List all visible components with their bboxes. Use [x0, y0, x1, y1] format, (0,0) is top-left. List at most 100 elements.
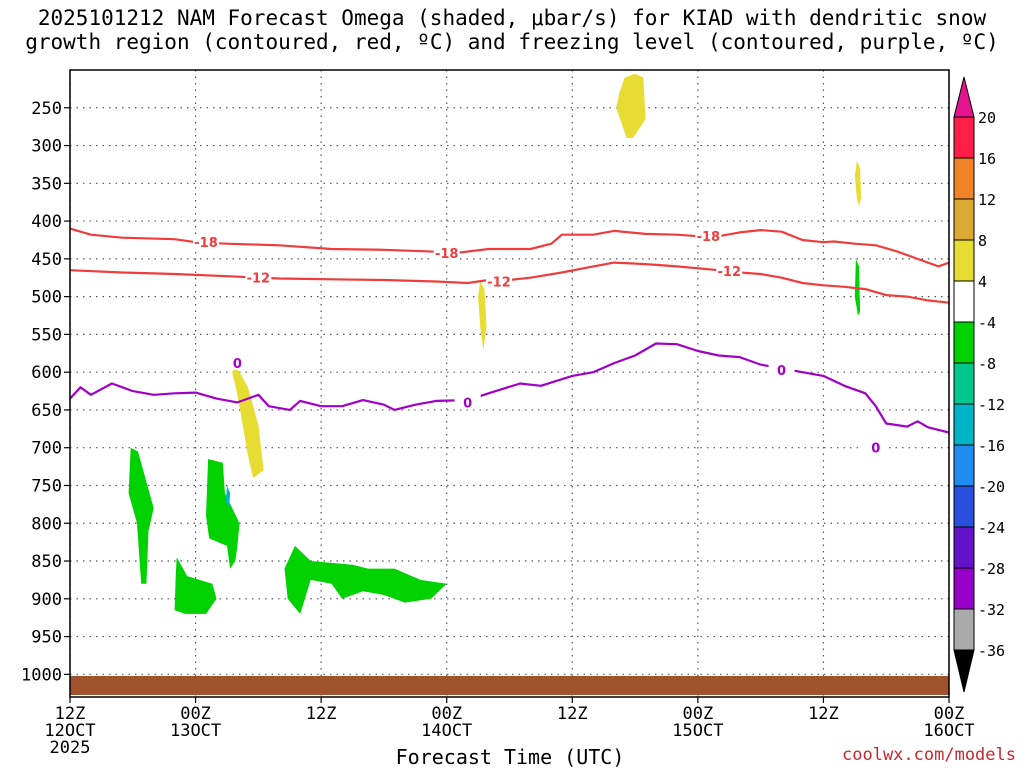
omega-shaded-regions [128, 73, 862, 614]
contour-label-0-0: -18 [194, 236, 218, 251]
chart-title-line2: growth region (contoured, red, ºC) and f… [25, 30, 999, 54]
colorbar-swatch-12 [953, 608, 975, 651]
colorbar: 20 16 12 8 4 -4 -8 -12 -16 -20 -24 -28 -32 -36 [953, 76, 1005, 693]
colorbar-label-1: 16 [978, 150, 996, 168]
colorbar-top-arrow [953, 76, 975, 118]
y-tick-label-950: 950 [31, 628, 62, 648]
colorbar-swatch-1 [953, 157, 975, 200]
contour-label-1-0: -12 [247, 272, 271, 287]
y-tick-label-550: 550 [31, 325, 62, 345]
y-axis-ticks: 250 300 350 400 450 500 550 600 650 700 750 800 850 9… [21, 99, 70, 685]
contour-lines: -18 -18 -18 -12 -12 -12 0 0 0 0 [69, 227, 950, 457]
colorbar-swatch-3 [953, 239, 975, 282]
colorbar-swatch-11 [953, 567, 975, 610]
contour-label-1-2: -12 [718, 265, 742, 280]
contour-label-bg-0-2 [695, 228, 722, 244]
y-tick-label-500: 500 [31, 288, 62, 308]
omega-region-6 [206, 459, 240, 569]
colorbar-swatch-6 [953, 362, 975, 405]
y-tick-label-400: 400 [31, 212, 62, 232]
colorbar-label-5: -4 [978, 314, 996, 332]
colorbar-label-13: -36 [978, 642, 1005, 660]
y-tick-label-850: 850 [31, 552, 62, 572]
colorbar-bottom-arrow [953, 649, 975, 693]
contour-label-2-0: 0 [233, 357, 242, 372]
x-tick-label-0-2: 12OCT [44, 721, 95, 741]
colorbar-label-4: 4 [978, 273, 987, 291]
colorbar-label-3: 8 [978, 232, 987, 250]
omega-region-1 [854, 160, 862, 206]
contour-label-0-1: -18 [435, 247, 459, 262]
contour-label-1-1: -12 [487, 276, 511, 291]
contour-label-bg-0-0 [193, 234, 220, 250]
y-tick-label-600: 600 [31, 363, 62, 383]
contour-label-bg-1-0 [245, 269, 272, 285]
x-tick-label-6-1: 12Z [808, 704, 839, 724]
contour-label-2-1: 0 [463, 396, 472, 411]
colorbar-label-7: -12 [978, 396, 1005, 414]
omega-region-5 [174, 557, 217, 614]
contour-line-0 [69, 227, 950, 268]
colorbar-swatch-2 [953, 198, 975, 241]
contour-label-0-2: -18 [697, 230, 721, 245]
y-tick-label-300: 300 [31, 137, 62, 157]
colorbar-label-2: 12 [978, 191, 996, 209]
contour-label-2-3: 0 [871, 442, 880, 457]
colorbar-swatch-5 [953, 321, 975, 364]
x-tick-label-0-1: 12Z [55, 704, 86, 724]
contour-label-bg-2-1 [454, 394, 481, 410]
x-tick-label-0-3: 2025 [50, 738, 91, 758]
colorbar-label-6: -8 [978, 355, 996, 373]
omega-region-9 [225, 485, 231, 509]
y-tick-label-650: 650 [31, 401, 62, 421]
colorbar-label-12: -32 [978, 601, 1005, 619]
surface-layer [70, 676, 949, 695]
contour-label-bg-1-2 [716, 262, 743, 278]
colorbar-label-8: -16 [978, 437, 1005, 455]
x-tick-label-3-1: 00Z [431, 704, 462, 724]
contour-label-bg-1-1 [486, 273, 513, 289]
contour-label-bg-0-1 [433, 244, 460, 260]
x-tick-label-7-2: 16OCT [923, 721, 974, 741]
colorbar-swatch-4 [953, 280, 975, 323]
y-tick-label-700: 700 [31, 439, 62, 459]
colorbar-swatch-0 [953, 116, 975, 159]
y-tick-label-350: 350 [31, 174, 62, 194]
plot-frame [69, 69, 950, 698]
colorbar-swatch-8 [953, 444, 975, 487]
y-tick-label-900: 900 [31, 590, 62, 610]
x-tick-label-5-2: 15OCT [672, 721, 723, 741]
x-tick-label-2-1: 12Z [306, 704, 337, 724]
contour-label-2-2: 0 [777, 364, 786, 379]
plot-area-background [70, 70, 949, 697]
colorbar-label-11: -28 [978, 560, 1005, 578]
y-tick-label-250: 250 [31, 99, 62, 119]
omega-region-3 [232, 364, 264, 478]
contour-label-bg-2-2 [768, 361, 795, 377]
omega-region-2 [478, 281, 487, 350]
omega-region-4 [128, 447, 154, 584]
contour-label-bg-2-3 [862, 439, 889, 455]
x-tick-label-3-2: 14OCT [421, 721, 472, 741]
colorbar-label-0: 20 [978, 109, 996, 127]
x-tick-label-4-1: 12Z [557, 704, 588, 724]
x-tick-label-7-1: 00Z [934, 704, 965, 724]
contour-line-2 [69, 342, 950, 434]
x-tick-label-1-1: 00Z [180, 704, 211, 724]
x-tick-label-1-2: 13OCT [170, 721, 221, 741]
y-tick-label-1000: 1000 [21, 665, 62, 685]
omega-region-0 [616, 73, 646, 138]
y-tick-label-450: 450 [31, 250, 62, 270]
colorbar-swatch-9 [953, 485, 975, 528]
y-tick-label-800: 800 [31, 514, 62, 534]
colorbar-label-10: -24 [978, 519, 1005, 537]
colorbar-label-9: -20 [978, 478, 1005, 496]
chart-title-line1: 2025101212 NAM Forecast Omega (shaded, μ… [38, 6, 987, 30]
contour-label-bg-2-0 [224, 355, 251, 371]
x-tick-label-5-1: 00Z [682, 704, 713, 724]
y-tick-label-750: 750 [31, 476, 62, 496]
contour-line-1 [69, 261, 950, 304]
colorbar-swatch-10 [953, 526, 975, 569]
